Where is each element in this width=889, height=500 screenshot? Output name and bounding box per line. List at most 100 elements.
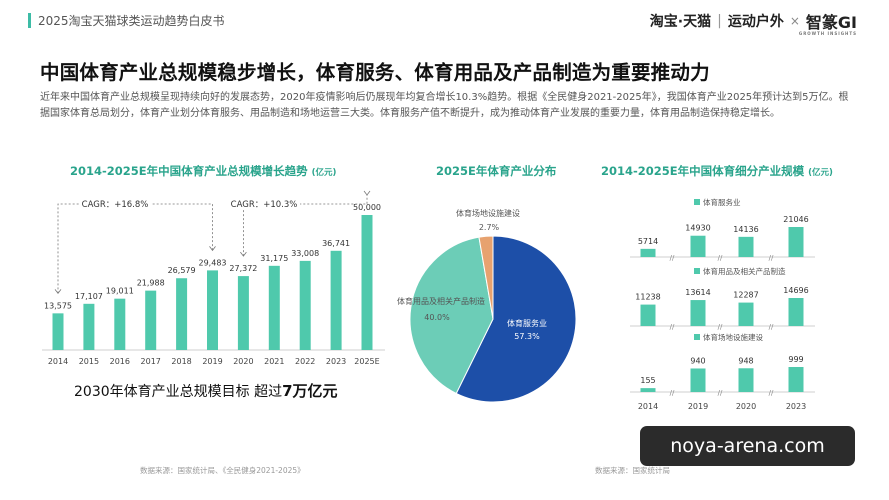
pie-slice-2 bbox=[409, 236, 494, 395]
pie-label: 体育场地设施建设 bbox=[456, 208, 520, 218]
x-tick-label: 2022 bbox=[295, 357, 315, 366]
title-accent-bar bbox=[28, 13, 31, 28]
bar-2019 bbox=[207, 270, 218, 350]
x-tick-label: 2023 bbox=[326, 357, 346, 366]
axis-break-mark: // bbox=[769, 323, 774, 331]
chart1-title: 2014-2025E年中国体育产业总规模增长趋势 (亿元) bbox=[70, 163, 336, 179]
segment-x-tick: 2014 bbox=[638, 402, 658, 411]
brand-section: 运动户外 bbox=[727, 14, 784, 30]
bar-2017 bbox=[145, 290, 157, 350]
brand-logo: 淘宝·天猫 | 运动户外 × 智篆GI GROWTH INSIGHTS bbox=[649, 9, 857, 36]
pie-value-label: 40.0% bbox=[424, 313, 450, 322]
segment-bar-2014 bbox=[640, 304, 656, 326]
bar-value-label: 27,372 bbox=[229, 264, 257, 273]
watermark: noya-arena.com bbox=[640, 426, 855, 466]
axis-break-mark: // bbox=[769, 389, 774, 397]
bar-2018 bbox=[176, 278, 188, 350]
segment-value-label: 11238 bbox=[635, 293, 660, 302]
x-tick-label: 2021 bbox=[264, 357, 284, 366]
pie-label: 体育服务业 bbox=[507, 318, 547, 328]
bar-value-label: 29,483 bbox=[199, 258, 227, 267]
bar-value-label: 21,988 bbox=[137, 279, 165, 288]
bar-2020 bbox=[237, 276, 249, 350]
bar-2016 bbox=[114, 298, 126, 350]
axis-break-mark: // bbox=[718, 389, 723, 397]
bar-value-label: 19,011 bbox=[106, 287, 134, 296]
axis-break-mark: // bbox=[718, 323, 723, 331]
brand-times: × bbox=[789, 14, 800, 28]
segment-bar-2019 bbox=[690, 235, 706, 257]
bar-2021 bbox=[268, 265, 280, 350]
segment-bar-2019 bbox=[690, 300, 706, 326]
source-note-left: 数据来源：国家统计局、《全民健身2021-2025》 bbox=[140, 466, 305, 475]
chart2-title: 2025E年体育产业分布 bbox=[436, 164, 557, 178]
series-label: 体育场地设施建设 bbox=[703, 332, 763, 342]
segment-x-tick: 2020 bbox=[736, 402, 756, 411]
segment-value-label: 14696 bbox=[783, 286, 808, 295]
cagr-label-bg bbox=[79, 197, 151, 210]
bar-value-label: 33,008 bbox=[291, 249, 319, 258]
report-title: 2025淘宝天猫球类运动趋势白皮书 bbox=[38, 14, 225, 28]
chart3-unit: (亿元) bbox=[808, 168, 833, 178]
segment-value-label: 14930 bbox=[685, 224, 710, 233]
cagr-bracket-2 bbox=[242, 195, 368, 257]
segment-value-label: 21046 bbox=[783, 215, 808, 224]
axis-break-mark: // bbox=[769, 254, 774, 262]
segment-bar-2020 bbox=[738, 236, 754, 257]
segment-value-label: 999 bbox=[788, 355, 803, 364]
bar-2023 bbox=[330, 250, 342, 350]
segment-bar-2020 bbox=[738, 368, 754, 392]
series-marker bbox=[694, 334, 700, 340]
x-tick-label: 2015 bbox=[79, 357, 99, 366]
segment-value-label: 14136 bbox=[733, 225, 758, 234]
bar-2022 bbox=[299, 260, 311, 350]
target-statement: 2030年体育产业总规模目标 超过7万亿元 bbox=[74, 380, 338, 401]
cagr-arrowhead-start bbox=[240, 251, 247, 257]
pie-slice-1 bbox=[455, 235, 577, 403]
top-bar: 2025淘宝天猫球类运动趋势白皮书 淘宝·天猫 | 运动户外 × 智篆GI GR… bbox=[0, 0, 889, 40]
pie-value-label: 2.7% bbox=[479, 223, 500, 232]
cagr-arrowhead-start bbox=[54, 289, 62, 295]
bar-2014 bbox=[52, 313, 64, 350]
cagr-label-bg bbox=[228, 197, 300, 210]
series-label: 体育服务业 bbox=[703, 197, 741, 207]
segment-bar-2019 bbox=[690, 368, 706, 392]
cagr-label: CAGR：+16.8% bbox=[82, 200, 149, 210]
pie-slice-3 bbox=[478, 235, 494, 320]
segment-value-label: 940 bbox=[690, 356, 705, 365]
chart3-title-text: 2014-2025E年中国体育细分产业规模 bbox=[601, 164, 805, 178]
brand-taobao: 淘宝·天猫 bbox=[649, 14, 712, 30]
x-tick-label: 2016 bbox=[110, 357, 130, 366]
page-headline: 中国体育产业总规模稳步增长，体育服务、体育用品及产品制造为重要推动力 bbox=[40, 61, 710, 84]
axis-break-mark: // bbox=[670, 254, 675, 262]
bar-value-label: 50,000 bbox=[353, 203, 381, 212]
intro-paragraph: 近年来中国体育产业总规模呈现持续向好的发展态势，2020年疫情影响后仍展现年均复… bbox=[40, 92, 849, 119]
x-tick-label: 2025E bbox=[354, 357, 379, 366]
segment-x-tick: 2019 bbox=[688, 402, 708, 411]
bar-value-label: 13,575 bbox=[44, 301, 72, 310]
axis-break-mark: // bbox=[718, 254, 723, 262]
bar-2015 bbox=[83, 303, 95, 350]
bar-value-label: 36,741 bbox=[322, 239, 350, 248]
segment-x-tick: 2023 bbox=[786, 402, 806, 411]
series-marker bbox=[694, 199, 700, 205]
x-tick-label: 2020 bbox=[233, 357, 253, 366]
brand-gi: 智篆GI bbox=[805, 13, 857, 32]
x-tick-label: 2019 bbox=[202, 357, 222, 366]
bar-2025E bbox=[361, 215, 373, 350]
pie-label: 体育用品及相关产品制造 bbox=[397, 296, 485, 306]
bar-value-label: 26,579 bbox=[168, 266, 196, 275]
segment-bar-2023 bbox=[788, 227, 804, 257]
x-tick-label: 2018 bbox=[171, 357, 191, 366]
target-prefix: 2030年体育产业总规模目标 超过 bbox=[74, 384, 283, 400]
series-label: 体育用品及相关产品制造 bbox=[703, 266, 786, 276]
segment-value-label: 12287 bbox=[733, 291, 758, 300]
chart1-title-text: 2014-2025E年中国体育产业总规模增长趋势 bbox=[70, 164, 308, 178]
bar-value-label: 17,107 bbox=[75, 292, 103, 301]
segment-bar-2014 bbox=[640, 248, 656, 257]
brand-gi-sub: GROWTH INSIGHTS bbox=[798, 31, 857, 36]
x-tick-label: 2017 bbox=[141, 357, 161, 366]
